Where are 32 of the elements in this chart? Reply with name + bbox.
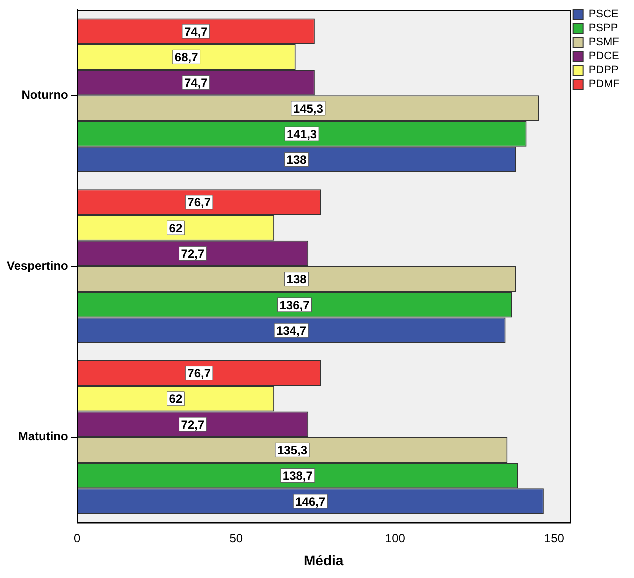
data-label: 62: [169, 221, 183, 236]
data-label: 146,7: [296, 494, 326, 509]
legend-label: PSPP: [588, 22, 618, 35]
legend-label: PDPP: [588, 64, 619, 77]
data-label: 138,7: [282, 469, 314, 484]
data-label: 134,7: [276, 324, 307, 338]
legend-label: PSCE: [588, 8, 619, 21]
x-tick-label: 100: [385, 531, 406, 546]
x-tick-label: 0: [74, 531, 82, 546]
data-label: 62: [169, 392, 183, 406]
y-tick-label: Vespertino: [6, 258, 68, 273]
data-label: 138: [286, 272, 308, 287]
data-label: 138: [286, 153, 308, 168]
data-label: 136,7: [280, 298, 310, 312]
data-label: 72,7: [181, 246, 205, 261]
data-label: 141,3: [287, 127, 318, 142]
x-tick-label: 150: [544, 531, 565, 546]
y-tick-label: Matutino: [18, 430, 68, 444]
legend-label: PSMF: [588, 36, 620, 49]
data-label: 76,7: [188, 196, 212, 210]
x-axis-title: Média: [304, 552, 344, 568]
data-label: 74,7: [184, 24, 208, 39]
data-label: 135,3: [278, 443, 308, 458]
data-label: 74,7: [184, 76, 208, 90]
data-label: 68,7: [174, 50, 199, 64]
data-label: 72,7: [181, 418, 205, 432]
x-tick-label: 50: [230, 531, 244, 546]
legend-label: PDMF: [588, 78, 620, 91]
data-label: 76,7: [188, 366, 212, 381]
data-label: 145,3: [293, 102, 324, 116]
y-tick-label: Noturno: [22, 88, 68, 102]
legend-label: PDCE: [588, 50, 620, 63]
